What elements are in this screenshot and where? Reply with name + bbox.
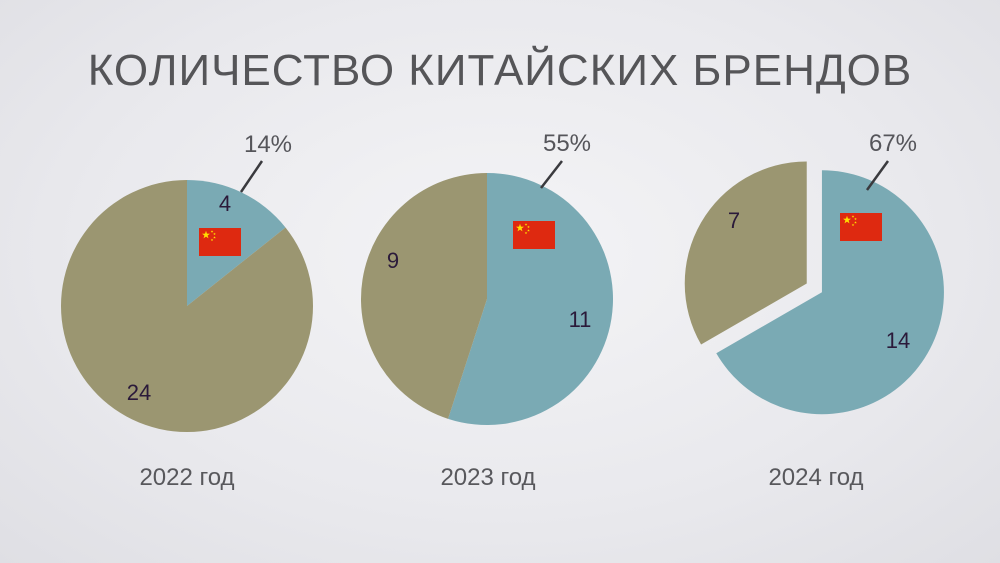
slice-value-label: 7 [728, 208, 740, 233]
slice-value-label: 24 [127, 380, 151, 405]
percent-label: 55% [543, 130, 591, 157]
china-flag-icon [513, 221, 555, 249]
pie-slice-other [684, 161, 807, 345]
pie-2023: 11 9 55% [361, 130, 613, 426]
pie-slice-other [60, 180, 313, 433]
pie-slice-other [361, 173, 487, 419]
percent-leader-line [239, 160, 264, 193]
percent-leader-line [540, 160, 563, 189]
year-label-2023: 2023 год [440, 464, 536, 491]
year-label-2024: 2024 год [768, 464, 864, 491]
percent-label: 67% [869, 130, 917, 157]
slice-value-label: 9 [387, 248, 399, 273]
year-label-2022: 2022 год [139, 464, 235, 491]
slice-value-label: 14 [886, 328, 910, 353]
pie-slice-chinese [448, 173, 613, 426]
page-title: КОЛИЧЕСТВО КИТАЙСКИХ БРЕНДОВ [87, 46, 913, 95]
pie-2022: 4 24 14% [60, 131, 313, 433]
china-flag-icon [840, 213, 882, 241]
slice-value-label: 4 [219, 191, 231, 216]
percent-leader-line [865, 160, 890, 191]
pie-slice-chinese [716, 170, 944, 415]
pie-2024: 14 7 67% [684, 130, 944, 415]
china-flag-icon [199, 228, 241, 256]
percent-label: 14% [244, 131, 292, 158]
slice-value-label: 11 [569, 307, 592, 332]
